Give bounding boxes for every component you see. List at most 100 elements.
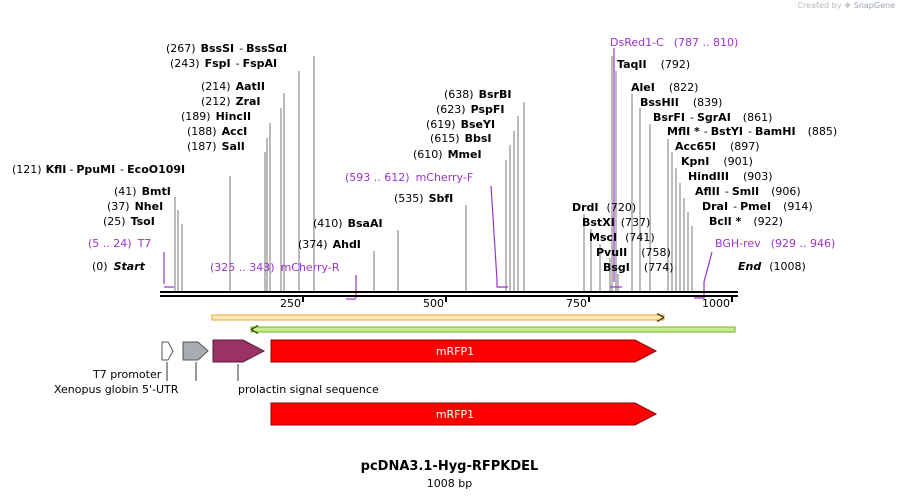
svg-text:BsrFI-SgrAI(861): BsrFI - SgrAI (861) bbox=[653, 111, 772, 124]
ruler-tick-750: 750 bbox=[566, 297, 587, 310]
svg-text:BstXI(737): BstXI (737) bbox=[582, 216, 650, 229]
mmei-name: MmeI bbox=[448, 148, 482, 161]
nhei-name: NheI bbox=[135, 200, 164, 213]
enzyme-labels-right: DsRed1-C (787 .. 810) TaqII (792) AleI (822… bbox=[610, 36, 837, 273]
sgrai-name: SgrAI bbox=[697, 111, 731, 124]
end-pos: (1008) bbox=[769, 260, 806, 273]
bsgi-pos: (774) bbox=[644, 261, 674, 274]
svg-text:(121)KflI-PpuMI-EcoO109I: (121) KflI - PpuMI - EcoO109I bbox=[12, 163, 185, 176]
kpni-pos: (901) bbox=[723, 155, 753, 168]
svg-text:(623)PspFI: (623) PspFI bbox=[436, 103, 505, 116]
credit-prefix: Created by bbox=[797, 1, 842, 10]
svg-text:AflII-SmlI(906): AflII - SmlI (906) bbox=[695, 185, 801, 198]
map-title: pcDNA3.1-Hyg-RFPKDEL bbox=[360, 459, 539, 474]
svg-text:KpnI(901): KpnI (901) bbox=[681, 155, 753, 168]
zrai-name: ZraI bbox=[236, 95, 261, 108]
prolactin-label: prolactin signal sequence bbox=[238, 383, 379, 396]
snapgene-credit: Created by ❖ SnapGene bbox=[797, 1, 895, 10]
svg-text:BclI *(922): BclI * (922) bbox=[709, 215, 783, 228]
bsrbi-name: BsrBI bbox=[479, 88, 512, 101]
smli-pos: (906) bbox=[771, 185, 801, 198]
svg-text:(214)AatII: (214) AatII bbox=[201, 80, 265, 93]
mfli-name: MflI * bbox=[667, 125, 700, 138]
drdi-pos: (720) bbox=[607, 201, 637, 214]
bgh-rev-name: BGH-rev bbox=[715, 237, 761, 250]
svg-text:(188)AccI: (188) AccI bbox=[187, 125, 247, 138]
start-name: Start bbox=[114, 260, 146, 273]
pmei-pos: (914) bbox=[783, 200, 813, 213]
enzyme-labels-midleft: (267) BssSI - BssSαI (243) FspI - FspAI (214) A… bbox=[166, 42, 383, 274]
acc65i-name: Acc65I bbox=[675, 140, 716, 153]
kfli-name: KflI bbox=[46, 163, 67, 176]
svg-text:PvuII(758): PvuII (758) bbox=[596, 246, 671, 259]
primer-leader-lines bbox=[163, 48, 713, 300]
drai-name: DraI bbox=[702, 200, 728, 213]
svg-text:Acc65I(897): Acc65I (897) bbox=[675, 140, 760, 153]
svg-text:(374)AhdI: (374) AhdI bbox=[298, 238, 361, 251]
xenopus-utr-arrow bbox=[182, 341, 209, 361]
prolactin-signal-arrow bbox=[212, 339, 266, 363]
tsoi-pos: (25) bbox=[103, 215, 126, 228]
alei-name: AleI bbox=[631, 81, 655, 94]
sali-name: SalI bbox=[222, 140, 245, 153]
kfli-pos: (121) bbox=[12, 163, 42, 176]
mmei-pos: (610) bbox=[413, 148, 443, 161]
svg-text:BssHII(839): BssHII (839) bbox=[640, 96, 722, 109]
svg-text:(267)BssSI-BssSαI: (267) BssSI - BssSαI bbox=[166, 42, 287, 55]
nhei-pos: (37) bbox=[107, 200, 130, 213]
fspi-pos: (243) bbox=[170, 57, 200, 70]
svg-text:(593 .. 612)mCherry-F: (593 .. 612) mCherry-F bbox=[345, 171, 473, 184]
svg-text:HindIII(903): HindIII (903) bbox=[688, 170, 773, 183]
aflii-name: AflII bbox=[695, 185, 720, 198]
enzyme-labels-lowerright: DrdI (720) BstXI (737) MscI (741) PvuII (758… bbox=[572, 201, 674, 274]
msci-pos: (741) bbox=[625, 231, 655, 244]
enzyme-labels-left: (121) KflI - PpuMI - EcoO109I (41) BmtI (37) Nh… bbox=[12, 163, 185, 273]
pspfi-pos: (623) bbox=[436, 103, 466, 116]
bgh-rev-range: (929 .. 946) bbox=[771, 237, 836, 250]
feature-label-leaders bbox=[166, 362, 239, 381]
bcli-name: BclI * bbox=[709, 215, 742, 228]
bamhi-pos: (885) bbox=[808, 125, 838, 138]
bsrfi-name: BsrFI bbox=[653, 111, 685, 124]
bsaai-pos: (410) bbox=[313, 217, 343, 230]
svg-text:(325 .. 343)mCherry-R: (325 .. 343) mCherry-R bbox=[210, 261, 340, 274]
credit-brand: SnapGene bbox=[853, 1, 895, 10]
bsgi-name: BsgI bbox=[603, 261, 630, 274]
svg-text:BGH-rev(929 .. 946): BGH-rev (929 .. 946) bbox=[715, 237, 835, 250]
ecoo109i-name: EcoO109I bbox=[127, 163, 185, 176]
mcherry-f-name: mCherry-F bbox=[416, 171, 474, 184]
bstxi-name: BstXI bbox=[582, 216, 615, 229]
ahdi-pos: (374) bbox=[298, 238, 328, 251]
sequence-backbone bbox=[160, 291, 738, 297]
drdi-name: DrdI bbox=[572, 201, 599, 214]
enzyme-labels-middle: (638) BsrBI (623) PspFI (619) BseYI (615) Bb… bbox=[345, 88, 511, 205]
svg-text:TaqII(792): TaqII (792) bbox=[617, 58, 690, 71]
bsshii-pos: (839) bbox=[693, 96, 723, 109]
svg-text:(610)MmeI: (610) MmeI bbox=[413, 148, 482, 161]
bbsi-pos: (615) bbox=[430, 132, 460, 145]
bstxi-pos: (737) bbox=[621, 216, 651, 229]
hindiii-pos: (903) bbox=[743, 170, 773, 183]
ruler-tick-1000: 1000 bbox=[702, 297, 730, 310]
t7-promoter-arrow bbox=[161, 341, 174, 361]
mrfp1-label-2: mRFP1 bbox=[436, 408, 474, 421]
enzyme-leader-lines bbox=[174, 56, 693, 292]
aatii-pos: (214) bbox=[201, 80, 231, 93]
snapgene-logo-icon: ❖ bbox=[844, 1, 852, 10]
mrfp1-arrow-2 bbox=[270, 402, 658, 426]
sgrai-pos: (861) bbox=[743, 111, 773, 124]
map-length: 1008 bp bbox=[426, 477, 473, 490]
pmei-name: PmeI bbox=[740, 200, 771, 213]
fspai-name: FspAI bbox=[243, 57, 278, 70]
orf-forward bbox=[211, 312, 665, 323]
svg-text:(187)SalI: (187) SalI bbox=[187, 140, 245, 153]
acci-name: AccI bbox=[222, 125, 248, 138]
pvuii-name: PvuII bbox=[596, 246, 627, 259]
sbfi-name: SbfI bbox=[429, 192, 454, 205]
bbsi-name: BbsI bbox=[465, 132, 492, 145]
bsssai-name: BssSαI bbox=[246, 42, 287, 55]
taqii-name: TaqII bbox=[617, 58, 647, 71]
svg-text:(243)FspI-FspAI: (243) FspI - FspAI bbox=[170, 57, 277, 70]
mcherry-f-range: (593 .. 612) bbox=[345, 171, 410, 184]
